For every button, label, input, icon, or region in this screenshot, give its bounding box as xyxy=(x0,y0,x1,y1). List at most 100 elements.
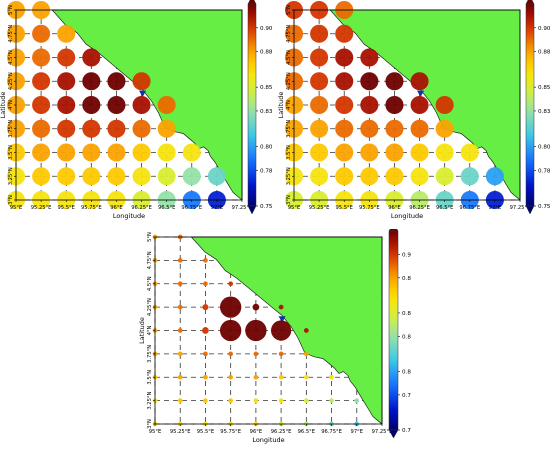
y-tick-label: 3.75°N xyxy=(147,345,153,363)
x-tick-label: 95.75°E xyxy=(81,205,102,211)
data-point xyxy=(460,143,479,162)
x-tick-label: 97.25°E xyxy=(232,205,253,211)
map-chart-top-left: 95°E 95.25°E 95.5°E 95.75°E 96°E 96.25°E 96.5°… xyxy=(0,0,273,220)
data-point xyxy=(435,119,454,138)
colorbar-tick-label: 0.83 xyxy=(538,109,550,115)
data-point xyxy=(32,119,51,138)
data-point xyxy=(220,296,242,318)
x-tick-label: 96.5°E xyxy=(298,429,315,435)
data-point xyxy=(310,95,329,115)
y-tick-label: 4°N xyxy=(286,100,292,110)
y-tick-label: 4°N xyxy=(8,100,14,110)
data-point xyxy=(177,374,183,380)
data-point xyxy=(203,281,208,287)
data-point xyxy=(460,167,479,186)
colorbar-tick-label: 0.90 xyxy=(260,26,272,32)
data-point xyxy=(303,398,309,404)
y-tick-label: 4.75°N xyxy=(147,251,153,269)
y-axis-label: Latitude xyxy=(139,317,146,344)
colorbar-tick-label: 0.75 xyxy=(260,204,272,210)
y-tick-label: 3.25°N xyxy=(286,167,292,185)
data-point xyxy=(360,72,379,91)
colorbar-extend-max xyxy=(388,222,399,232)
data-point xyxy=(177,351,183,357)
colorbar-tick-label: 0.75 xyxy=(402,428,411,434)
data-point xyxy=(278,304,284,310)
data-point xyxy=(177,281,183,287)
y-tick-label: 4°N xyxy=(147,325,153,335)
y-tick-label: 3.75°N xyxy=(8,120,14,138)
chart-panel-top-left: 95°E 95.25°E 95.5°E 95.75°E 96°E 96.25°E 96.5°… xyxy=(0,0,273,232)
colorbar-tick-label: 0.80 xyxy=(538,145,550,151)
data-point xyxy=(410,167,429,186)
data-point xyxy=(82,167,101,186)
data-point xyxy=(107,95,126,115)
data-point xyxy=(82,72,101,91)
data-point xyxy=(228,398,234,404)
y-tick-label: 4.75°N xyxy=(8,25,14,43)
colorbar-tick-label: 0.88 xyxy=(538,50,550,56)
data-point xyxy=(335,167,354,186)
colorbar-tick-label: 0.85 xyxy=(402,311,411,317)
x-tick-label: 97.25°E xyxy=(510,205,531,211)
y-tick-label: 4.5°N xyxy=(286,50,292,65)
colorbar-tick-label: 0.88 xyxy=(260,50,272,56)
x-tick-label: 96°E xyxy=(250,429,262,435)
y-tick-label: 4.25°N xyxy=(286,72,292,90)
y-tick-label: 4.25°N xyxy=(8,72,14,90)
colorbar-extend-max xyxy=(525,0,535,5)
x-tick-label: 96.5°E xyxy=(158,205,175,211)
data-point xyxy=(207,167,226,186)
data-point xyxy=(335,143,354,162)
chart-panel-bottom-center: 95°E 95.25°E 95.5°E 95.75°E 96°E 96.25°E 96.5°… xyxy=(138,222,415,455)
data-point xyxy=(385,167,404,186)
data-point xyxy=(177,328,183,333)
colorbar-extend-min xyxy=(388,429,399,439)
data-point xyxy=(228,374,234,380)
data-point xyxy=(278,398,284,404)
x-axis-label: Longitude xyxy=(113,212,145,220)
data-point xyxy=(203,398,208,404)
y-tick-label: 3.75°N xyxy=(286,120,292,138)
colorbar-tick-label: 0.78 xyxy=(538,168,550,174)
x-tick-label: 96°E xyxy=(110,205,122,211)
data-point xyxy=(177,398,183,404)
data-point xyxy=(485,167,504,186)
data-point xyxy=(57,48,76,67)
x-tick-label: 96.25°E xyxy=(271,429,292,435)
data-point xyxy=(270,320,292,341)
data-point xyxy=(107,119,126,138)
data-point xyxy=(57,167,76,186)
data-point xyxy=(253,351,259,357)
data-point xyxy=(360,119,379,138)
colorbar xyxy=(247,3,257,207)
chart-panel-top-right: 95°E 95.25°E 95.5°E 95.75°E 96°E 96.25°E 96.5°… xyxy=(277,0,550,232)
data-point xyxy=(57,72,76,91)
data-point xyxy=(220,319,242,342)
y-tick-label: 3.5°N xyxy=(8,145,14,160)
colorbar-tick-label: 0.80 xyxy=(402,369,411,375)
x-tick-label: 96.75°E xyxy=(459,205,480,211)
data-point xyxy=(245,319,267,342)
data-point xyxy=(32,95,51,115)
data-point xyxy=(310,24,329,43)
data-point xyxy=(253,398,259,404)
data-point xyxy=(177,257,183,263)
colorbar-tick-label: 0.83 xyxy=(260,109,272,115)
data-point xyxy=(82,119,101,138)
land-mass xyxy=(190,236,383,425)
data-point xyxy=(228,351,234,357)
data-point xyxy=(303,328,309,333)
data-point xyxy=(203,374,208,380)
data-point xyxy=(310,143,329,162)
x-tick-label: 95.5°E xyxy=(197,429,214,435)
data-point xyxy=(182,167,201,186)
x-tick-label: 95°E xyxy=(149,429,161,435)
data-point xyxy=(132,167,151,186)
data-point xyxy=(410,95,429,115)
x-tick-label: 95.75°E xyxy=(220,429,241,435)
x-tick-label: 95.5°E xyxy=(336,205,353,211)
x-tick-label: 95.5°E xyxy=(58,205,75,211)
data-point xyxy=(335,95,354,115)
colorbar-tick-label: 0.90 xyxy=(402,252,411,258)
